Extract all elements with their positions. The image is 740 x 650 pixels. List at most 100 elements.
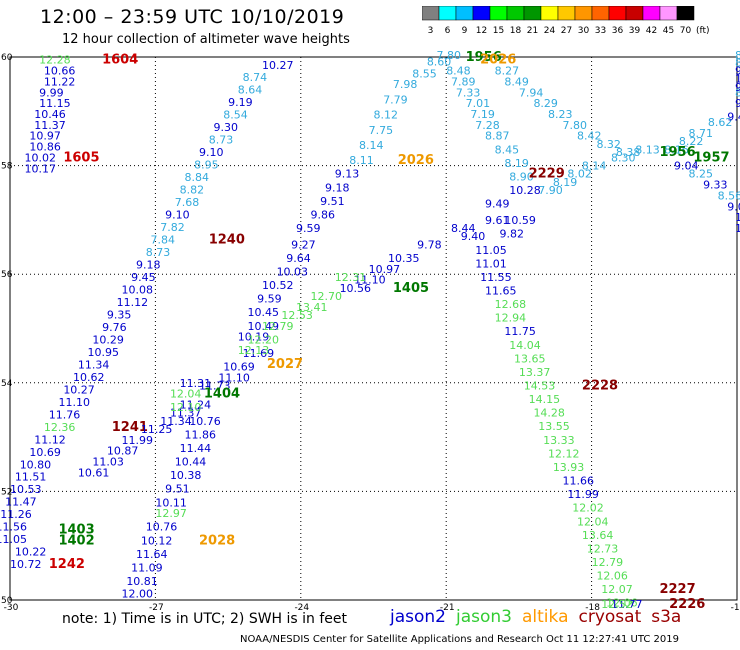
wave-height-label: 10.87 [107, 445, 139, 458]
wave-height-label: 11.10 [354, 274, 386, 287]
wave-height-label: 9.18 [136, 258, 161, 271]
wave-height-label: 7.79 [383, 93, 408, 106]
wave-height-label: 7.89 [451, 75, 476, 88]
wave-height-label: 11.34 [78, 358, 110, 371]
pass-time-label: 1957 [693, 150, 729, 165]
pass-time-label: 1956 [466, 50, 502, 65]
wave-height-label: 11.10 [58, 396, 90, 409]
wave-height-label: 12.20 [247, 333, 279, 346]
x-tick-label: -24 [294, 603, 309, 613]
wave-height-label: 10.80 [20, 458, 52, 471]
wave-height-label: 9.19 [228, 96, 253, 109]
wave-height-label: 10.81 [126, 575, 158, 588]
wave-height-label: 7.28 [475, 119, 500, 132]
wave-height-label: 10.02 [25, 151, 57, 164]
wave-height-label: 11.25 [141, 423, 173, 436]
wave-height-label: 8.14 [359, 139, 384, 152]
pass-time-label: 1241 [112, 420, 148, 435]
wave-height-label: 10.27 [262, 59, 294, 72]
wave-height-label: 14.53 [524, 380, 556, 393]
pass-time-label: 2228 [582, 379, 618, 394]
wave-height-label: 10.52 [262, 279, 294, 292]
wave-height-label: 9.30 [214, 121, 239, 134]
wave-height-label: 8.71 [689, 127, 714, 140]
wave-height-label: 10.95 [88, 346, 120, 359]
wave-height-label: 9.49 [485, 198, 510, 211]
x-tick-label: -30 [4, 603, 19, 613]
pass-time-label: 1404 [204, 387, 240, 402]
wave-height-label: 9.51 [165, 483, 190, 496]
wave-height-label: 8.11 [349, 154, 374, 167]
colorbar-label: 12 [476, 26, 487, 36]
wave-height-label: 11.01 [475, 257, 507, 270]
wave-height-label: 8.23 [548, 108, 573, 121]
wave-height-label: 12.13 [238, 344, 270, 357]
x-tick-label: -18 [585, 603, 600, 613]
wave-height-label: 13.37 [519, 366, 551, 379]
wave-height-label: 11.10 [218, 371, 250, 384]
y-tick-label: 56 [1, 270, 13, 280]
wave-height-label: 8.12 [374, 109, 399, 122]
wave-height-label: 11.05 [475, 244, 507, 257]
wave-height-label: 11.24 [180, 399, 212, 412]
wave-height-label: 12.52 [601, 598, 633, 611]
legend-entry-s3a: s3a [651, 607, 682, 627]
wave-height-label: 10.66 [44, 65, 76, 78]
wave-height-label: 13.93 [553, 461, 585, 474]
legend-entry-cryosat: cryosat [578, 607, 642, 627]
colorbar-label: 70 [680, 26, 692, 36]
wave-height-label: 12.31 [335, 271, 367, 284]
wave-height-label: 9.61 [485, 214, 510, 227]
wave-height-label: 8.87 [485, 130, 510, 143]
legend-entry-jason3: jason3 [456, 607, 512, 627]
wave-height-label: 11.26 [0, 508, 32, 521]
colorbar-label: 36 [612, 26, 624, 36]
wave-height-label: 10.27 [63, 383, 95, 396]
legend-entry-altika: altika [522, 607, 569, 627]
wave-height-label: 9.76 [102, 321, 127, 334]
colorbar-unit: (ft) [696, 26, 710, 36]
wave-height-label: 8.22 [679, 135, 704, 148]
wave-height-label: 11.22 [44, 75, 76, 88]
wave-height-label: 8.73 [146, 246, 171, 259]
wave-height-label: 7.82 [160, 221, 185, 234]
wave-height-label: 10.69 [29, 446, 60, 459]
wave-height-label: 8.84 [184, 171, 209, 184]
wave-height-label: 10.17 [25, 162, 57, 175]
wave-height-label: 8.19 [553, 176, 578, 189]
wave-height-label: 8.82 [180, 183, 205, 196]
wave-height-label: 9.64 [286, 252, 311, 265]
wave-height-label: 8.02 [567, 168, 592, 181]
wave-height-label: 10.69 [223, 361, 255, 374]
colorbar-label: 42 [646, 26, 657, 36]
wave-height-label: 9.59 [257, 293, 282, 306]
wave-height-label: 10.22 [15, 546, 46, 559]
wave-height-label: 12.00 [121, 587, 152, 600]
wave-height-label: 8.58 [735, 49, 740, 62]
wave-height-label: 7.80 [563, 119, 588, 132]
wave-height-label: 10.46 [34, 108, 66, 121]
wave-height-label: 9.86 [310, 208, 335, 221]
wave-height-label: 9.13 [335, 168, 360, 181]
wave-height-label: 10.12 [141, 534, 173, 547]
wave-height-label: 10.97 [369, 263, 401, 276]
color-scale-bar: 3 6 9 12 15 18 21 24 27 30 33 36 39 42 45 70 (ft) [422, 6, 710, 36]
wave-height-label: 12.28 [39, 54, 71, 67]
wave-height-label: 10.03 [277, 265, 309, 278]
wave-height-label: 13.64 [582, 529, 614, 542]
wave-height-label: 8.27 [495, 65, 519, 78]
wave-height-label: 9.59 [296, 222, 321, 235]
wave-height-label: 12.73 [587, 542, 619, 555]
wave-height-label: 11.37 [34, 119, 66, 132]
wave-height-label: 12.06 [606, 597, 638, 610]
wave-height-label: 8.22 [735, 56, 740, 69]
wave-height-label: 11.65 [485, 284, 517, 297]
wave-height-label: 9.08 [727, 200, 740, 213]
wave-height-label: 7.98 [393, 78, 418, 91]
x-tick-label: -15 [731, 603, 740, 613]
wave-height-label: 9.82 [500, 227, 524, 240]
wave-height-label: 8.14 [582, 160, 607, 173]
wave-height-label: 10.19 [238, 331, 270, 344]
satellite-legend: jason2 jason3 altika cryosat s3a [390, 607, 691, 627]
